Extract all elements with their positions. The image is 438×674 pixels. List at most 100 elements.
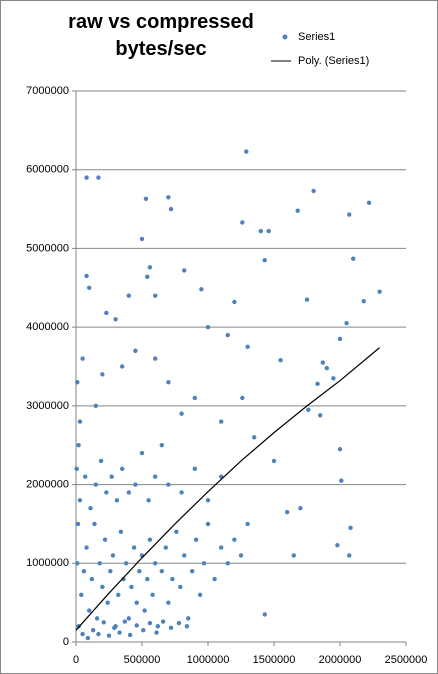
point xyxy=(134,600,139,605)
point xyxy=(146,498,151,503)
point xyxy=(75,521,81,527)
point xyxy=(160,619,166,624)
point xyxy=(361,298,366,304)
point xyxy=(142,608,147,613)
point xyxy=(205,324,211,330)
point xyxy=(163,545,168,550)
point xyxy=(337,446,343,452)
point xyxy=(212,576,217,582)
point xyxy=(87,285,92,290)
point xyxy=(102,537,108,542)
point xyxy=(83,474,88,479)
point xyxy=(262,258,267,263)
point xyxy=(141,627,146,633)
point xyxy=(170,576,175,582)
point xyxy=(153,474,158,479)
point xyxy=(184,624,190,629)
point xyxy=(126,616,131,621)
point xyxy=(291,553,296,558)
point xyxy=(84,175,89,180)
point xyxy=(85,635,91,641)
point xyxy=(105,600,110,605)
point xyxy=(143,196,149,202)
point xyxy=(97,561,102,566)
point xyxy=(153,293,158,298)
point xyxy=(77,498,83,503)
point xyxy=(84,545,89,550)
point xyxy=(306,407,311,412)
point xyxy=(201,561,207,566)
point xyxy=(182,553,187,558)
point xyxy=(331,376,336,381)
point xyxy=(240,220,245,225)
point xyxy=(266,228,271,234)
point xyxy=(75,561,80,566)
y-tick-label: 6000000 xyxy=(26,164,69,176)
point xyxy=(145,576,150,582)
point xyxy=(109,474,114,479)
point xyxy=(174,529,179,534)
x-tick-label: 0 xyxy=(73,654,79,666)
point xyxy=(153,561,158,566)
point xyxy=(186,616,191,621)
point xyxy=(347,212,352,217)
point xyxy=(113,317,118,322)
point xyxy=(192,395,197,401)
point xyxy=(94,616,100,621)
point xyxy=(74,466,79,472)
point xyxy=(98,458,104,464)
point xyxy=(150,592,155,597)
point xyxy=(147,265,153,270)
point xyxy=(100,372,105,377)
legend-label: Poly. (Series1) xyxy=(298,55,369,67)
point xyxy=(205,521,211,527)
point xyxy=(344,321,349,326)
point xyxy=(320,360,326,365)
point xyxy=(116,592,121,597)
point xyxy=(81,568,87,574)
point xyxy=(245,344,250,350)
point xyxy=(199,287,204,292)
point xyxy=(315,381,320,387)
point xyxy=(176,620,182,626)
point xyxy=(75,380,80,385)
point xyxy=(87,608,92,613)
point xyxy=(339,478,344,483)
point xyxy=(137,568,142,574)
point xyxy=(127,632,133,638)
point xyxy=(159,568,164,574)
point xyxy=(112,625,117,631)
point xyxy=(252,435,257,440)
point xyxy=(337,336,343,342)
y-tick-label: 1000000 xyxy=(26,557,69,569)
point xyxy=(166,195,171,200)
point xyxy=(166,482,171,487)
point xyxy=(145,274,150,279)
point xyxy=(168,625,174,631)
legend-marker xyxy=(282,34,288,40)
x-tick-label: 2500000 xyxy=(385,654,428,666)
point xyxy=(166,380,171,385)
x-tick-label: 1500000 xyxy=(253,654,296,666)
point xyxy=(366,200,372,205)
y-tick-label: 5000000 xyxy=(26,242,69,254)
point xyxy=(110,553,116,558)
point xyxy=(96,175,101,180)
point xyxy=(153,356,158,361)
point xyxy=(240,395,245,401)
point xyxy=(178,584,183,590)
point xyxy=(104,310,109,316)
point xyxy=(271,458,277,464)
point xyxy=(258,228,263,234)
point xyxy=(126,490,131,495)
point xyxy=(131,545,137,550)
point xyxy=(232,537,237,542)
point xyxy=(108,568,113,574)
point xyxy=(134,623,139,628)
point xyxy=(304,297,310,302)
point xyxy=(133,482,138,487)
point xyxy=(129,584,134,590)
point xyxy=(219,545,224,550)
